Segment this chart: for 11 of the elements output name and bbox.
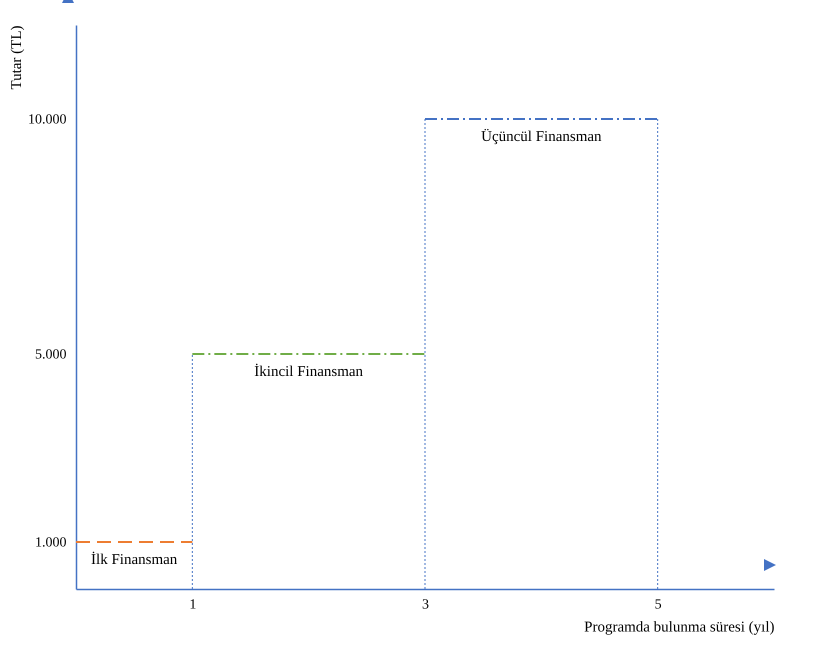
x-tick-label: 5 bbox=[654, 598, 662, 612]
x-tick-label: 1 bbox=[189, 598, 196, 612]
series-label: Üçüncül Finansman bbox=[481, 128, 602, 145]
y-axis-title: Tutar (TL) bbox=[9, 26, 25, 90]
y-tick-label: 1.000 bbox=[35, 536, 66, 550]
y-tick-label: 10.000 bbox=[28, 112, 66, 128]
y-tick-label: 5.000 bbox=[35, 348, 66, 362]
x-tick-label: 3 bbox=[422, 598, 429, 612]
series-label: İlk Finansman bbox=[91, 551, 178, 568]
x-axis-title: Programda bulunma süresi (yıl) bbox=[584, 620, 774, 636]
series-label: İkincil Finansman bbox=[254, 363, 364, 380]
